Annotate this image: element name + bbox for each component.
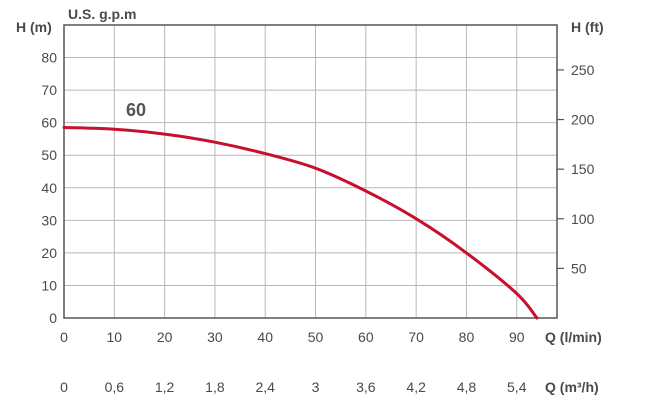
x2-tick-label: 3 xyxy=(312,379,320,395)
x2-tick-label: 5,4 xyxy=(507,379,527,395)
y-tick-label: 20 xyxy=(41,245,57,261)
x-tick-label: 30 xyxy=(207,329,223,345)
y2-tick-labels: 50 100 150 200 250 xyxy=(571,62,595,276)
x-tick-label: 70 xyxy=(408,329,424,345)
x2-tick-label: 2,4 xyxy=(255,379,275,395)
x-tick-labels: 0 10 20 30 40 50 60 70 80 90 xyxy=(60,329,525,345)
x-tick-label: 10 xyxy=(107,329,123,345)
y-tick-label: 60 xyxy=(41,115,57,131)
y-tick-label: 50 xyxy=(41,147,57,163)
y2-tick-label: 50 xyxy=(571,260,587,276)
x2-tick-label: 0,6 xyxy=(105,379,125,395)
y-tick-label: 10 xyxy=(41,277,57,293)
y-tick-label: 40 xyxy=(41,180,57,196)
grid-lines xyxy=(64,25,557,318)
right-axis-label: H (ft) xyxy=(571,19,604,35)
x-tick-label: 90 xyxy=(509,329,525,345)
x-tick-label: 80 xyxy=(459,329,475,345)
x2-tick-label: 1,8 xyxy=(205,379,225,395)
right-axis-tick-marks xyxy=(557,69,564,269)
y2-tick-label: 200 xyxy=(571,112,595,128)
y2-tick-label: 150 xyxy=(571,161,595,177)
y-tick-label: 80 xyxy=(41,50,57,66)
x2-tick-label: 4,8 xyxy=(457,379,477,395)
x2-tick-label: 4,2 xyxy=(406,379,426,395)
x2-tick-label: 0 xyxy=(60,379,68,395)
x-tick-label: 0 xyxy=(60,329,68,345)
top-axis-label: U.S. g.p.m xyxy=(68,6,136,22)
y2-tick-label: 250 xyxy=(571,62,595,78)
x2-axis-label: Q (m³/h) xyxy=(545,379,599,395)
x-tick-label: 60 xyxy=(358,329,374,345)
plot-frame xyxy=(63,24,558,319)
series-line-60 xyxy=(62,126,539,320)
y-tick-label: 30 xyxy=(41,212,57,228)
x2-tick-label: 3,6 xyxy=(356,379,376,395)
y-tick-labels: 0 10 20 30 40 50 60 70 80 xyxy=(41,50,57,326)
x-tick-label: 50 xyxy=(308,329,324,345)
x-axis-label: Q (l/min) xyxy=(545,329,602,345)
x-tick-label: 40 xyxy=(257,329,273,345)
x2-tick-labels: 0 0,6 1,2 1,8 2,4 3 3,6 4,2 4,8 5,4 xyxy=(60,379,527,395)
left-axis-label: H (m) xyxy=(16,19,52,35)
y-tick-label: 70 xyxy=(41,82,57,98)
series-label-60: 60 xyxy=(126,100,146,120)
x2-tick-label: 1,2 xyxy=(155,379,175,395)
y2-tick-label: 100 xyxy=(571,211,595,227)
y-tick-label: 0 xyxy=(49,310,57,326)
x-tick-label: 20 xyxy=(157,329,173,345)
